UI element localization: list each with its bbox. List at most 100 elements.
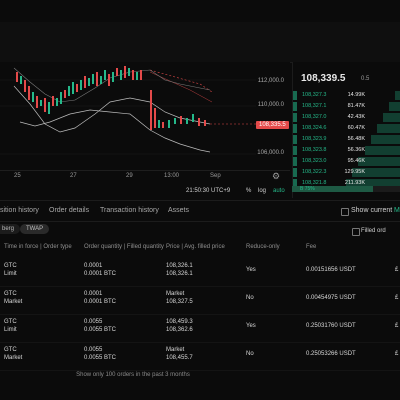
- order-book-row[interactable]: 108,321.8 211.93K: [293, 178, 400, 189]
- cell-tif: GTC: [4, 263, 17, 269]
- last-price: 108,339.5: [301, 73, 346, 84]
- order-book-price: 108,327.3: [302, 92, 327, 98]
- cell-qty: 0.0055: [84, 347, 103, 353]
- order-book-price: 108,327.0: [302, 114, 327, 120]
- order-book-size: 14.99K: [347, 92, 365, 98]
- price-axis-label: 112,000.0: [257, 78, 284, 84]
- cell-tif: GTC: [4, 291, 17, 297]
- cell-avg-price: 108,326.1: [166, 271, 193, 277]
- cell-truncated: £: [395, 323, 399, 329]
- filter-chip-iceberg[interactable]: berg: [0, 224, 21, 234]
- cell-filled-qty: 0.0001 BTC: [84, 299, 117, 305]
- date-axis-label: 13:00: [164, 173, 180, 179]
- settings-gear-icon[interactable]: ⚙: [272, 171, 281, 181]
- order-book-price: 108,323.0: [302, 158, 327, 164]
- price-axis-label: 110,000.0: [257, 102, 284, 108]
- filled-orders-checkbox[interactable]: [352, 228, 360, 236]
- cell-tif: GTC: [4, 347, 17, 353]
- order-book-row[interactable]: 108,327.3 14.99K: [293, 90, 400, 101]
- order-book-price: 108,323.9: [302, 136, 327, 142]
- auto-scale-toggle[interactable]: auto: [273, 188, 285, 194]
- order-book-row[interactable]: 108,323.0 95.46K: [293, 156, 400, 167]
- order-book-side-marker: [293, 146, 297, 155]
- orders-limit-note: Show only 100 orders in the past 3 month…: [76, 372, 190, 378]
- order-book-depth-bar: [389, 102, 400, 111]
- order-book-size: 129.95K: [344, 169, 366, 175]
- cell-tif: GTC: [4, 319, 17, 325]
- cell-truncated: £: [395, 351, 399, 357]
- candles: [16, 66, 206, 130]
- cell-order-type: Limit: [4, 327, 17, 333]
- price-chart[interactable]: 112,000.0 110,000.0 106,000.0 108,335.5: [0, 62, 290, 170]
- order-book-depth-bar: [346, 179, 400, 188]
- date-axis-label: 27: [70, 173, 77, 179]
- date-axis-label: 29: [126, 173, 133, 179]
- cell-order-type: Market: [4, 299, 23, 305]
- date-axis-label: 25: [14, 173, 21, 179]
- cell-qty: 0.0055: [84, 319, 103, 325]
- order-book-size: 95.46K: [347, 158, 365, 164]
- cell-reduce-only: Yes: [246, 323, 256, 329]
- cell-fee: 0.00151656 USDT: [306, 267, 356, 273]
- tab-order-details[interactable]: Order details: [49, 207, 90, 214]
- log-scale-toggle[interactable]: log: [258, 188, 267, 194]
- tab-transaction-history[interactable]: Transaction history: [100, 207, 159, 214]
- cell-reduce-only: No: [246, 295, 254, 301]
- tab-position-history[interactable]: sition history: [0, 207, 39, 214]
- order-book-price: 108,321.8: [302, 180, 327, 186]
- order-book-row[interactable]: 108,324.6 60.47K: [293, 123, 400, 134]
- price-axis-label: 106,000.0: [257, 150, 284, 156]
- cell-price: 108,459.3: [166, 319, 193, 325]
- order-book-side-marker: [293, 124, 297, 133]
- cell-reduce-only: Yes: [246, 267, 256, 273]
- order-book-price: 108,327.1: [302, 103, 327, 109]
- cell-reduce-only: No: [246, 351, 254, 357]
- cell-price: 108,326.1: [166, 263, 193, 269]
- filter-chip-twap[interactable]: TWAP: [20, 224, 50, 234]
- order-book-side-marker: [293, 102, 297, 111]
- table-row[interactable]: GTC Market 0.0001 0.0001 BTC Market 108,…: [0, 286, 400, 315]
- order-book-row[interactable]: 108,327.1 81.47K: [293, 101, 400, 112]
- date-axis: 25 27 29 13:00 Sep ⚙: [0, 170, 290, 185]
- table-row[interactable]: GTC Limit 0.0001 0.0001 BTC 108,326.1 10…: [0, 258, 400, 287]
- date-axis-label: Sep: [210, 173, 221, 179]
- order-book-depth-bar: [371, 135, 400, 144]
- order-book: 108,339.5 0.5 108,327.3 14.99K 108,327.1 81…: [292, 62, 400, 198]
- order-book-row[interactable]: 108,327.0 42.43K: [293, 112, 400, 123]
- order-book-side-marker: [293, 179, 297, 188]
- more-menu[interactable]: M: [394, 207, 400, 214]
- show-current-checkbox[interactable]: [341, 208, 349, 216]
- cell-filled-qty: 0.0055 BTC: [84, 355, 117, 361]
- order-book-size: 81.47K: [347, 103, 365, 109]
- order-book-depth-bar: [365, 146, 400, 155]
- header-price: Price | Avg. filled price: [166, 244, 225, 250]
- table-row[interactable]: GTC Market 0.0055 0.0055 BTC Market 108,…: [0, 342, 400, 371]
- order-book-depth-bar: [377, 124, 400, 133]
- cell-order-type: Limit: [4, 271, 17, 277]
- order-book-side-marker: [293, 135, 297, 144]
- show-current-label: Show current: [351, 207, 393, 214]
- order-book-row[interactable]: 108,322.3 129.95K: [293, 167, 400, 178]
- order-book-row[interactable]: 108,323.8 56.36K: [293, 145, 400, 156]
- filled-orders-label: Filled ord: [361, 228, 386, 234]
- current-price-tag: 108,335.5: [256, 121, 289, 129]
- order-book-price: 108,324.6: [302, 125, 327, 131]
- cell-filled-qty: 0.0001 BTC: [84, 271, 117, 277]
- percent-scale-toggle[interactable]: %: [246, 188, 252, 194]
- header-order-quantity: Order quantity | Filled quantity: [84, 244, 164, 250]
- cell-truncated: £: [395, 267, 399, 273]
- top-bar: [0, 0, 400, 23]
- buy-ratio-label: B 75%: [300, 186, 315, 192]
- order-book-size: 211.93K: [344, 180, 365, 186]
- tab-assets[interactable]: Assets: [168, 207, 190, 214]
- table-row[interactable]: GTC Limit 0.0055 0.0055 BTC 108,459.3 10…: [0, 314, 400, 343]
- order-book-price: 108,323.8: [302, 147, 327, 153]
- order-filters: berg TWAP Filled ord: [0, 220, 400, 238]
- cell-fee: 0.25053266 USDT: [306, 351, 356, 357]
- cell-fee: 0.25031760 USDT: [306, 323, 356, 329]
- order-book-row[interactable]: 108,323.9 56.48K: [293, 134, 400, 145]
- cell-price: Market: [166, 347, 185, 353]
- cell-order-type: Market: [4, 355, 23, 361]
- cell-qty: 0.0001: [84, 291, 103, 297]
- order-book-price: 108,322.3: [302, 169, 327, 175]
